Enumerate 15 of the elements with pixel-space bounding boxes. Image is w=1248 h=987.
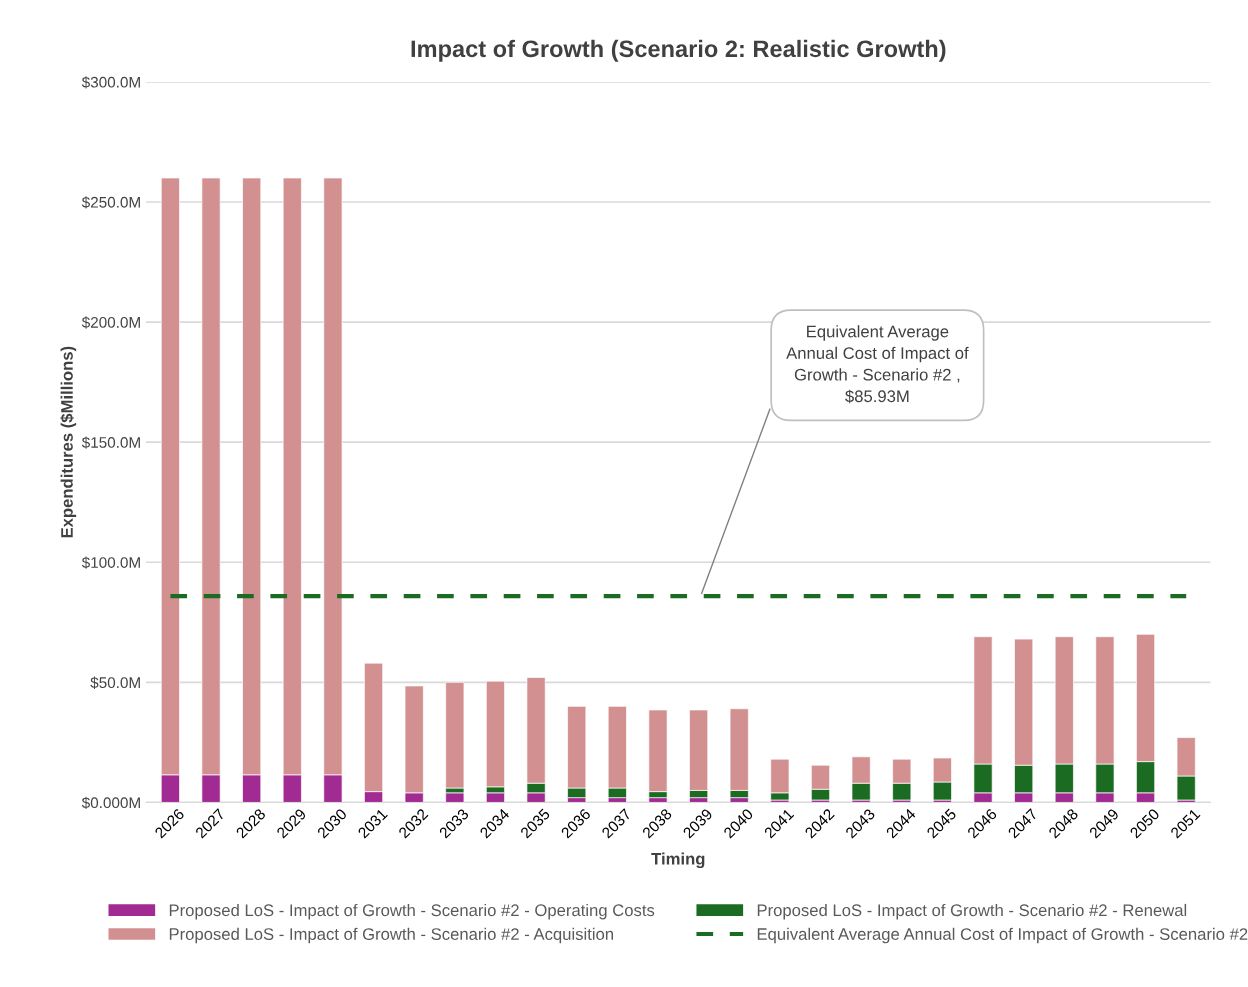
y-tick-label: $100.0M	[81, 556, 140, 569]
y-tick-label: $200.0M	[81, 316, 140, 329]
y-tick-label: $150.0M	[81, 436, 140, 449]
x-axis-title: Timing	[651, 852, 705, 869]
y-tick-label: $50.0M	[90, 676, 140, 689]
y-tick-label: $0.000M	[81, 796, 140, 810]
y-tick-label: $250.0M	[81, 196, 140, 209]
legend-label: Equivalent Average Annual Cost of Impact of Growth - Scenario #2	[757, 927, 1248, 944]
y-tick-label: $300.0M	[81, 76, 140, 89]
annotation: Equivalent Average Annual Cost of Impact of Growth - Scenario #2 , $85.93M	[786, 325, 969, 404]
legend-label: Proposed LoS - Impact of Growth - Scenario #2 - Operating Costs	[169, 903, 655, 920]
y-axis-title: Expenditures ($Millions)	[60, 346, 77, 538]
legend-label: Proposed LoS - Impact of Growth - Scenario #2 - Renewal	[757, 903, 1187, 920]
chart-title: Impact of Growth (Scenario 2: Realistic Growth)	[411, 39, 946, 62]
legend-label: Proposed LoS - Impact of Growth - Scenario #2 - Acquisition	[169, 927, 613, 944]
